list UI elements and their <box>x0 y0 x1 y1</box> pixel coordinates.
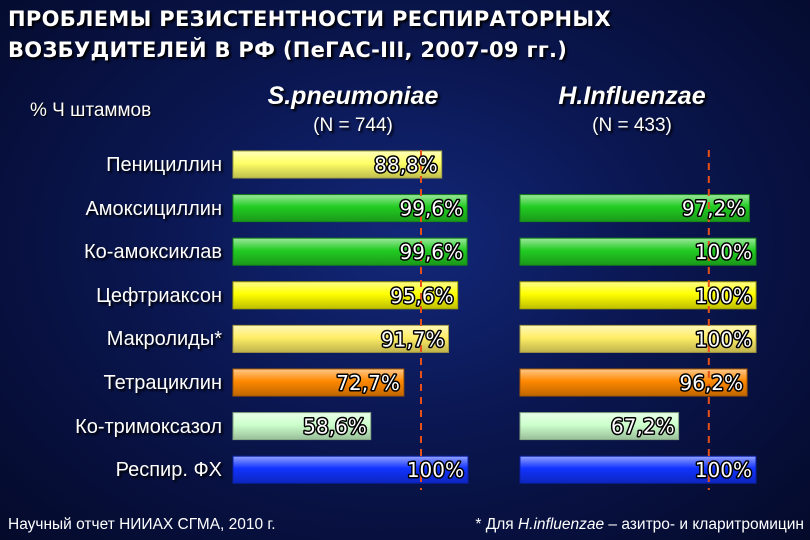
category-label: Ко-амоксиклав <box>84 241 222 264</box>
category-label: Макролиды* <box>106 328 222 351</box>
category-label: Цефтриаксон <box>96 284 222 307</box>
footnote-organism: H.influenzae <box>517 516 605 533</box>
bar-value-label: 91,7% <box>381 327 445 351</box>
bar-value-label: 58,6% <box>303 415 367 439</box>
bar <box>232 324 449 353</box>
bar-value-label: 72,7% <box>336 371 400 395</box>
bar-value-label: 100% <box>407 458 464 482</box>
bar-value-label: 99,6% <box>400 197 464 221</box>
bar <box>232 237 468 266</box>
bar-value-label: 97,2% <box>682 197 746 221</box>
bar-value-label: 99,6% <box>400 240 464 264</box>
category-label: Респир. ФХ <box>115 459 222 482</box>
bar <box>519 324 757 353</box>
source-note: Научный отчет НИИАХ СГМА, 2010 г. <box>8 516 276 533</box>
title-line-2: ВОЗБУДИТЕЛЕЙ В РФ (ПеГАС-III, 2007-09 гг… <box>8 38 568 62</box>
category-label: Амоксициллин <box>85 197 222 220</box>
bar-value-label: 100% <box>695 458 752 482</box>
bar-value-label: 100% <box>695 284 752 308</box>
footnote: * Для H.influenzae – азитро- и кларитром… <box>475 516 804 534</box>
bar-value-label: 67,2% <box>611 415 675 439</box>
bar <box>232 368 405 397</box>
bar <box>519 237 757 266</box>
bar-value-label: 100% <box>695 240 752 264</box>
bar-value-label: 88,8% <box>374 153 438 177</box>
title-line-1: ПРОБЛЕМЫ РЕЗИСТЕНТНОСТИ РЕСПИРАТОРНЫХ <box>8 7 611 31</box>
series-name: H.Influenzae <box>558 82 706 110</box>
series-n: (N = 744) <box>313 115 393 136</box>
category-label: Пенициллин <box>106 154 222 176</box>
axis-header: % Ч штаммов <box>30 100 152 121</box>
column-header-h-influenzae: H.Influenzae (N = 433) <box>512 82 752 137</box>
footnote-suffix: – азитро- и кларитромицин <box>604 516 804 533</box>
slide-title: ПРОБЛЕМЫ РЕЗИСТЕНТНОСТИ РЕСПИРАТОРНЫХ ВО… <box>8 4 808 66</box>
bar <box>232 412 372 441</box>
bar <box>232 455 469 484</box>
bar-value-label: 100% <box>695 327 752 351</box>
category-label: Ко-тримоксазол <box>75 415 222 438</box>
column-header-s-pneumoniae: S.pneumoniae (N = 744) <box>228 82 478 137</box>
bar <box>519 281 757 310</box>
bar <box>232 194 468 223</box>
series-name: S.pneumoniae <box>267 82 439 110</box>
bar <box>519 194 750 223</box>
bar <box>232 150 443 179</box>
footnote-prefix: * Для <box>475 516 518 533</box>
bar <box>519 455 757 484</box>
series-n: (N = 433) <box>592 115 672 136</box>
bar-value-label: 96,2% <box>679 371 743 395</box>
category-label: Тетрациклин <box>103 372 222 394</box>
bar <box>519 412 680 441</box>
bar-value-label: 95,6% <box>390 284 454 308</box>
